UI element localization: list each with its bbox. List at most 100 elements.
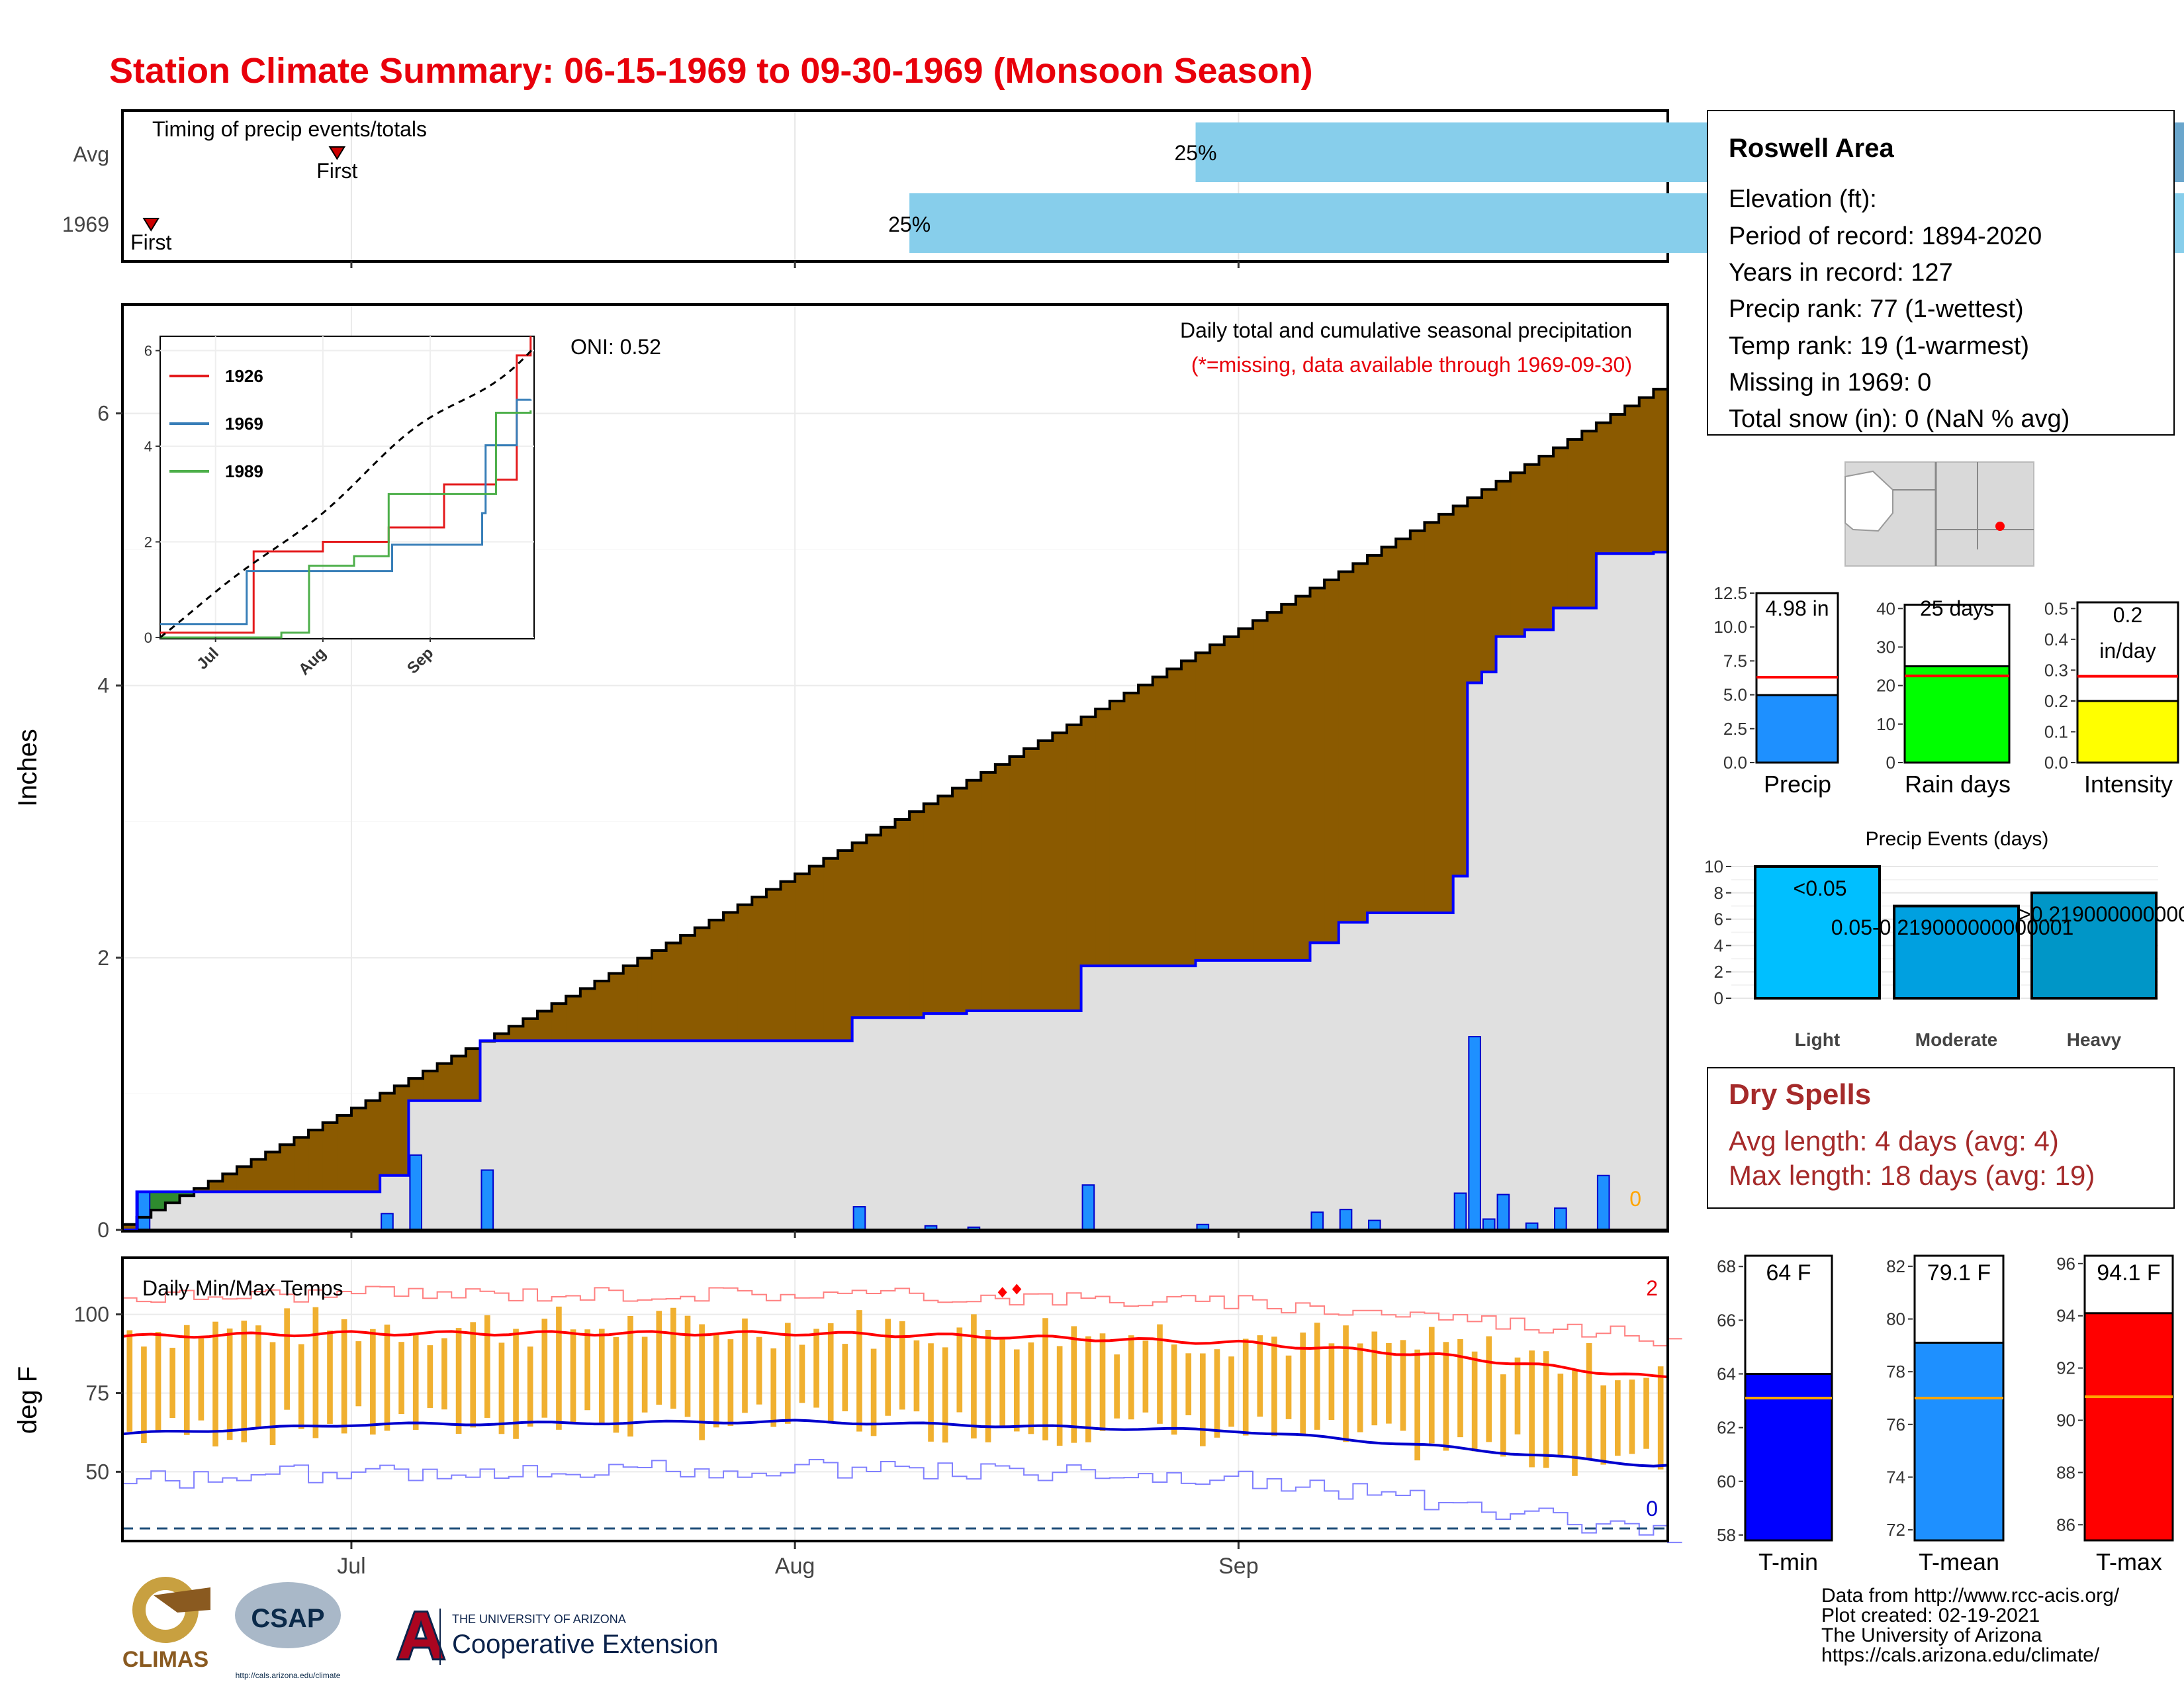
daily-temp-bar	[1028, 1342, 1034, 1434]
summary-value-label: 0.2	[2113, 603, 2142, 627]
daily-temp-bar	[1228, 1356, 1234, 1427]
daily-temp-bar	[427, 1345, 433, 1408]
summary-ytick-label: 0	[1886, 753, 1895, 773]
daily-precip-bar	[137, 1191, 151, 1231]
deficit-segment	[1167, 669, 1182, 966]
inset-legend-label: 1989	[225, 461, 263, 481]
record-low-line	[122, 1459, 1682, 1544]
footer-line-3: The University of Arizona	[1821, 1624, 2042, 1646]
daily-temp-bar	[1400, 1340, 1406, 1431]
inset-series-1969	[160, 399, 532, 626]
deficit-segment	[1124, 692, 1139, 966]
temp-summary-ytick-label: 86	[2056, 1515, 2075, 1534]
daily-temp-bar	[1013, 1349, 1020, 1432]
temp-summary-bars: T-min T-mean T-max 58 60 62 64 66 68 64 F 72 74 7…	[1717, 1254, 2174, 1575]
dry-spells-avg: Avg length: 4 days (avg: 4)	[1729, 1125, 2059, 1156]
precip-events-category: Heavy	[2067, 1029, 2122, 1050]
daily-temp-bar	[985, 1329, 991, 1442]
daily-precip-bar	[1453, 1192, 1467, 1231]
daily-temp-bar	[1200, 1353, 1206, 1446]
daily-temp-bar	[1443, 1342, 1449, 1451]
precip-y-axis-label: Inches	[13, 729, 42, 807]
daily-temp-bar	[1142, 1340, 1149, 1413]
inset-legend-label: 1926	[225, 366, 263, 386]
deficit-segment	[1081, 717, 1096, 966]
daily-precip-bar	[381, 1213, 394, 1231]
daily-temp-bar	[1428, 1327, 1435, 1444]
daily-temp-bar	[1343, 1325, 1349, 1442]
daily-temp-bar	[1557, 1374, 1564, 1456]
temp-summary-ytick-label: 60	[1717, 1472, 1736, 1491]
summary-ytick-label: 0.1	[2044, 722, 2068, 741]
info-snow: Total snow (in): 0 (NaN % avg)	[1729, 405, 2070, 433]
daily-temp-bar	[470, 1322, 477, 1428]
daily-temp-bar	[584, 1329, 590, 1411]
daily-temp-bar	[1242, 1338, 1249, 1436]
footer-line-4: https://cals.arizona.edu/climate/	[1821, 1644, 2100, 1666]
precip-events-label: <0.05	[1794, 876, 1847, 900]
daily-temp-bar	[856, 1310, 862, 1432]
deficit-segment	[365, 1100, 381, 1192]
temp-summary-ytick-label: 58	[1717, 1525, 1736, 1545]
deficit-segment	[1295, 596, 1311, 961]
average-cumulative-line	[121, 387, 1669, 1231]
deficit-segment	[1338, 571, 1353, 923]
temp-summary-ytick-label: 76	[1886, 1415, 1905, 1434]
temp-summary-ytick-label: 74	[1886, 1467, 1905, 1487]
deficit-segment	[337, 1115, 352, 1192]
summary-value-label: 4.98 in	[1765, 596, 1829, 620]
surplus-segment	[179, 1192, 195, 1196]
daily-temp-bar	[1157, 1324, 1163, 1424]
temp-ytick-label: 50	[85, 1460, 109, 1483]
daily-temp-bar	[899, 1321, 905, 1410]
daily-temp-bar	[169, 1348, 175, 1419]
precip-missing-note: (*=missing, data available through 1969-…	[1191, 353, 1632, 377]
daily-precip-bar	[1596, 1174, 1610, 1231]
precip-events-ytick-label: 10	[1704, 857, 1723, 876]
summary-value-unit: in/day	[2099, 639, 2156, 663]
summary-ytick-label: 0.4	[2044, 630, 2068, 649]
cumulative-1969-area	[122, 552, 1668, 1230]
daily-temp-bar	[613, 1336, 619, 1433]
deficit-segment	[394, 1086, 410, 1176]
timing-row-avg-label: Avg	[73, 142, 109, 166]
daily-temp-bar	[1471, 1351, 1478, 1452]
daily-temp-bar	[327, 1331, 333, 1424]
daily-temp-bar	[842, 1344, 848, 1411]
daily-temp-bar	[384, 1325, 390, 1431]
daily-temp-bar	[956, 1327, 963, 1413]
deficit-segment	[566, 996, 581, 1041]
deficit-segment	[122, 1224, 138, 1230]
deficit-segment	[1267, 612, 1282, 961]
precip-ytick-label: 6	[97, 401, 109, 425]
deficit-segment	[1224, 636, 1239, 961]
cumulative-1969-line	[122, 551, 1668, 1231]
daily-precip-bar	[1496, 1194, 1510, 1231]
daily-temp-bar	[1114, 1354, 1120, 1419]
daily-temp-bar	[1572, 1370, 1578, 1476]
deficit-segment	[1353, 563, 1368, 923]
daily-temp-bar	[1486, 1336, 1492, 1442]
record-high-marker	[1012, 1284, 1022, 1295]
summary-ytick-label: 40	[1876, 598, 1895, 618]
deficit-segment	[1253, 620, 1268, 961]
precip-events-chart: Precip Events (days) Light Moderate Heavy <…	[1704, 828, 2184, 1050]
daily-temp-bar	[1171, 1344, 1177, 1435]
temp-y-axis-label: deg F	[13, 1366, 42, 1434]
deficit-segment	[1410, 530, 1426, 913]
temp-summary-value-label: 79.1 F	[1927, 1260, 1991, 1286]
temp-summary-ytick-label: 92	[2056, 1358, 2075, 1378]
first-event-label: First	[130, 230, 171, 254]
x-axis-tick-label: Jul	[337, 1554, 365, 1579]
precip-zero-count: 0	[1629, 1187, 1641, 1211]
summary-intensity-title: Intensity	[2084, 771, 2173, 798]
deficit-segment	[1524, 464, 1540, 630]
summary-bars: Precip Rain days Intensity 0.0 2.5 5.0 7.5 1…	[1713, 583, 2179, 798]
locator-map	[1844, 461, 2034, 567]
daily-temp-bar	[727, 1339, 734, 1427]
deficit-segment	[1539, 456, 1554, 630]
daily-temp-bar	[641, 1336, 648, 1413]
precip-ytick-label: 4	[97, 674, 109, 698]
daily-temp-bar	[827, 1323, 834, 1423]
deficit-segment	[1439, 514, 1454, 913]
